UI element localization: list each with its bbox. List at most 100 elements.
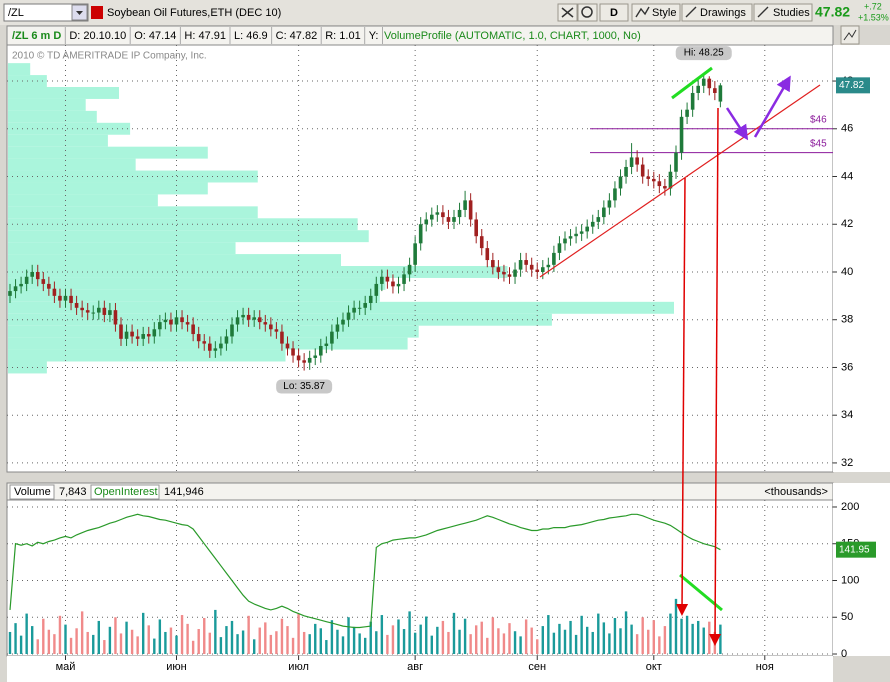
volume-profile-bar (8, 337, 408, 350)
candle-body (52, 288, 57, 296)
candle-body (152, 329, 157, 337)
volume-bar (530, 627, 533, 655)
volume-bar (674, 598, 678, 655)
volume-bar (563, 629, 567, 655)
plot-layer: майиюниюлавгсеноктноя3234363840424446480… (7, 45, 876, 673)
drawings-button[interactable] (681, 3, 753, 22)
candle-body (690, 92, 695, 110)
volume-bar (191, 640, 195, 655)
candle-body (535, 269, 540, 272)
volume-bar (75, 628, 78, 655)
volume-bar (708, 621, 711, 655)
style-button[interactable] (631, 3, 681, 22)
candle-body (446, 217, 451, 222)
volume-profile-bar (8, 301, 674, 314)
candle-body (657, 181, 662, 187)
candle-body (713, 88, 717, 93)
candle-body (457, 209, 462, 218)
volume-bar (691, 623, 694, 655)
header-item: H: 47.91 (184, 30, 226, 42)
volume-bar (64, 624, 67, 655)
lo-label: Lo: 35.87 (283, 381, 325, 392)
volume-bar (336, 629, 339, 655)
candle-body (557, 243, 562, 253)
candle-body (219, 343, 223, 349)
button-label: D (610, 7, 618, 19)
candle-body (613, 188, 617, 201)
header-item: Y: (369, 30, 379, 42)
candle-body (313, 355, 318, 358)
candle-body (63, 295, 68, 301)
volume-bar (347, 617, 350, 655)
volume-bar (497, 628, 500, 655)
volume-bar (269, 634, 273, 655)
volume-bar (602, 622, 606, 655)
y-tick-label: 0 (841, 648, 847, 660)
volume-bar (314, 623, 317, 655)
candle-body (646, 176, 651, 179)
volume-bar (569, 620, 572, 655)
candle-body (102, 307, 107, 315)
volume-bar (591, 631, 594, 655)
candle-body (35, 271, 40, 280)
candle-body (69, 295, 73, 304)
legend-volume-value: 7,843 (59, 486, 87, 498)
candle-body (624, 166, 628, 177)
volume-bar (291, 637, 295, 655)
candle-body (119, 324, 123, 339)
studies-button[interactable] (753, 3, 813, 22)
candle-body (330, 331, 334, 344)
candle-body (41, 279, 46, 284)
volume-bar (247, 615, 250, 655)
candle-body (668, 171, 673, 189)
header-item: O: 47.14 (134, 30, 176, 42)
candle-body (307, 357, 312, 363)
volume-bar (630, 624, 633, 655)
symbol-input[interactable] (3, 3, 89, 22)
candle-body (585, 226, 589, 232)
volume-bar (447, 631, 450, 655)
volume-bar (186, 623, 189, 655)
volume-bar (103, 640, 106, 655)
candle-body (651, 178, 656, 182)
legend-oi-value: 141,946 (164, 486, 204, 498)
volume-profile-bar (8, 182, 208, 195)
candle-body (324, 343, 329, 346)
symbol-description: Soybean Oil Futures,ETH (DEC 10) (107, 7, 281, 19)
candle-body (429, 214, 434, 220)
percent-change: +1.53% (858, 12, 889, 22)
volume-bar (513, 631, 517, 655)
candle-body (13, 286, 18, 292)
candle-body (30, 271, 34, 277)
candle-body (241, 314, 245, 318)
legend-box (90, 484, 160, 500)
aggregation-button[interactable] (599, 3, 629, 22)
candle-body (640, 164, 645, 177)
volume-bar (458, 629, 461, 655)
volume-bar (230, 620, 234, 655)
volume-bar (119, 633, 123, 655)
y-tick-label: 200 (841, 501, 859, 513)
volume-bar (541, 626, 544, 655)
candle-body (24, 276, 29, 284)
study-label: VolumeProfile (AUTOMATIC, 1.0, CHART, 10… (384, 30, 641, 42)
volume-bar (19, 635, 23, 655)
volume-bar (652, 620, 655, 655)
candle-body (396, 283, 401, 287)
candle-body (418, 224, 423, 244)
volume-bar (624, 611, 628, 655)
candle-body (441, 212, 445, 218)
volume-bar (158, 619, 162, 655)
volume-bar (236, 634, 239, 655)
volume-bar (363, 637, 367, 655)
volume-bar (369, 621, 372, 655)
watermark: 2010 © TD AMERITRADE IP Company, Inc. (12, 51, 207, 62)
last-price: 47.82 (815, 4, 850, 20)
volume-bar (619, 628, 622, 655)
candle-body (174, 317, 179, 325)
legend-box (9, 484, 55, 500)
header-item: L: 46.9 (234, 30, 268, 42)
volume-bar (330, 620, 334, 655)
x-tick-label: июл (288, 661, 309, 673)
volume-profile-bar (8, 63, 31, 76)
